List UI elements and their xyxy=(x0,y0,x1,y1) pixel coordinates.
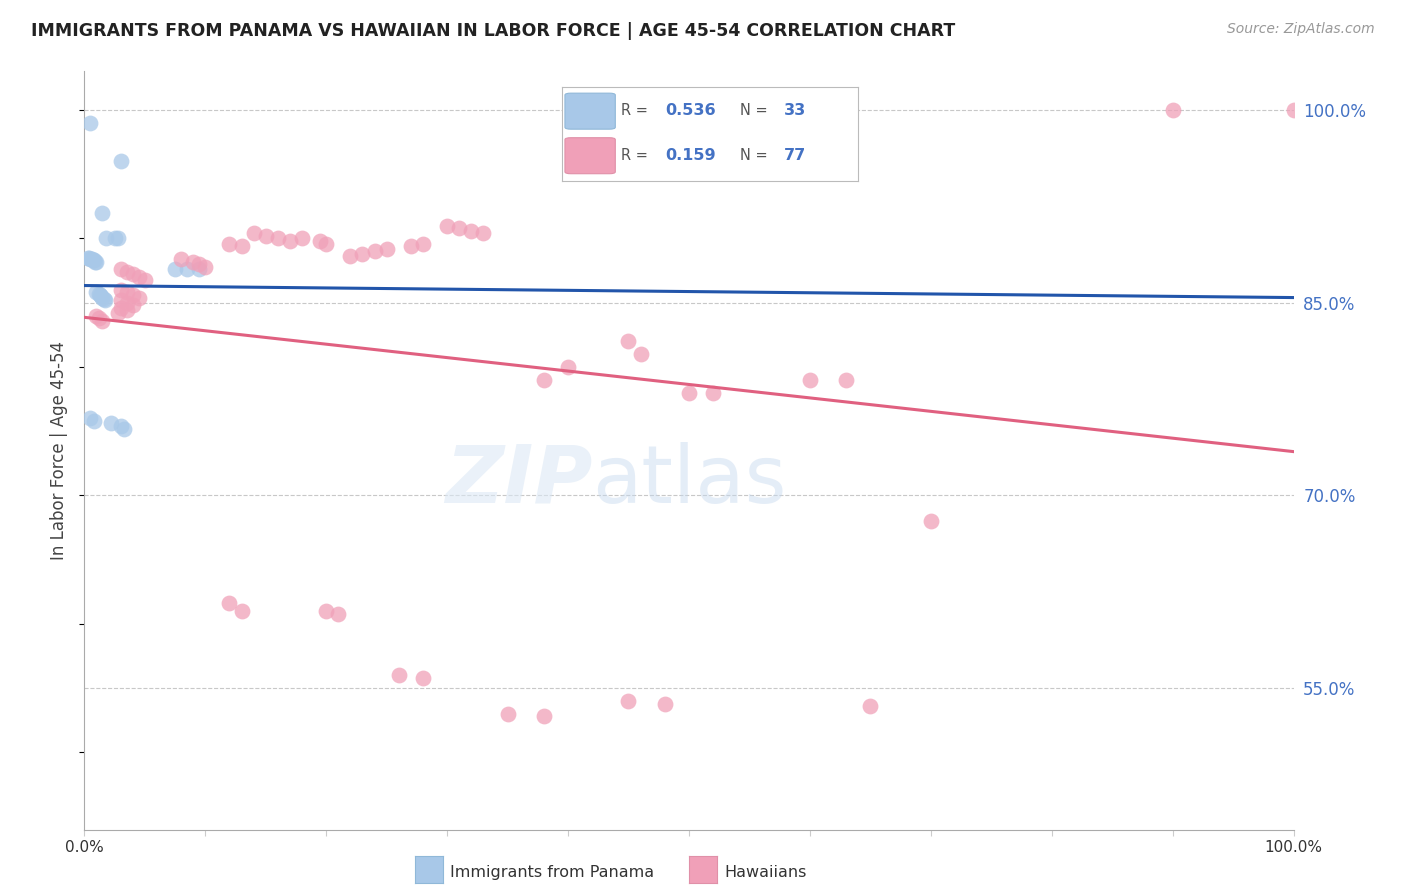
Point xyxy=(617,694,640,708)
Point xyxy=(94,231,117,245)
Point xyxy=(86,309,108,323)
Point xyxy=(472,227,495,241)
Point xyxy=(399,239,422,253)
Point xyxy=(80,252,103,266)
Point xyxy=(557,359,579,374)
Point xyxy=(920,514,942,528)
Text: Hawaiians: Hawaiians xyxy=(724,865,807,880)
Point xyxy=(309,234,332,248)
Point xyxy=(170,252,193,266)
Point xyxy=(315,604,337,618)
Point xyxy=(388,668,411,682)
Point xyxy=(188,262,211,277)
Point xyxy=(278,234,301,248)
Point xyxy=(104,231,127,245)
Point xyxy=(87,311,110,326)
Point xyxy=(110,283,132,297)
Point xyxy=(315,236,337,251)
Point xyxy=(630,347,652,361)
Point xyxy=(86,285,108,300)
Point xyxy=(412,671,434,685)
Point xyxy=(134,272,156,286)
Point xyxy=(82,253,104,268)
Point xyxy=(496,706,519,721)
Point xyxy=(83,414,105,428)
Point xyxy=(339,249,361,263)
Point xyxy=(112,422,135,436)
Point xyxy=(79,116,101,130)
Text: Source: ZipAtlas.com: Source: ZipAtlas.com xyxy=(1227,22,1375,37)
Point xyxy=(165,262,187,277)
Point xyxy=(1161,103,1184,117)
Point xyxy=(107,231,129,245)
Point xyxy=(218,236,240,251)
Point xyxy=(79,411,101,425)
Point xyxy=(835,373,858,387)
Point xyxy=(110,154,132,169)
Point xyxy=(79,252,101,266)
Point xyxy=(94,293,117,307)
Point xyxy=(449,221,471,235)
Point xyxy=(121,298,143,312)
Text: IMMIGRANTS FROM PANAMA VS HAWAIIAN IN LABOR FORCE | AGE 45-54 CORRELATION CHART: IMMIGRANTS FROM PANAMA VS HAWAIIAN IN LA… xyxy=(31,22,955,40)
Point xyxy=(412,236,434,251)
Point xyxy=(89,288,111,302)
Point xyxy=(702,385,724,400)
Point xyxy=(93,292,115,306)
Point xyxy=(194,260,217,274)
Point xyxy=(115,303,138,318)
Point xyxy=(533,709,555,723)
Point xyxy=(291,231,314,245)
Point xyxy=(115,285,138,300)
Point xyxy=(110,262,132,277)
Point xyxy=(254,228,277,243)
Point xyxy=(90,289,112,303)
Point xyxy=(363,244,385,259)
Point xyxy=(87,286,110,301)
Point xyxy=(121,268,143,282)
Point xyxy=(242,227,264,241)
Point xyxy=(678,385,700,400)
Y-axis label: In Labor Force | Age 45-54: In Labor Force | Age 45-54 xyxy=(51,341,69,560)
Point xyxy=(436,219,458,233)
Point xyxy=(859,699,882,714)
Text: ZIP: ZIP xyxy=(444,442,592,520)
Point xyxy=(110,293,132,307)
Point xyxy=(84,254,107,268)
Point xyxy=(115,295,138,310)
Point xyxy=(115,265,138,279)
Point xyxy=(128,291,150,305)
Point xyxy=(352,247,374,261)
Text: atlas: atlas xyxy=(592,442,786,520)
Point xyxy=(231,604,253,618)
Point xyxy=(1282,103,1305,117)
Point xyxy=(107,306,129,320)
Point xyxy=(799,373,821,387)
Point xyxy=(188,257,211,271)
Point xyxy=(77,251,100,265)
Point xyxy=(128,270,150,285)
Point xyxy=(83,253,105,268)
Point xyxy=(231,239,253,253)
Point xyxy=(86,254,108,268)
Point xyxy=(121,288,143,302)
Point xyxy=(110,419,132,434)
Text: Immigrants from Panama: Immigrants from Panama xyxy=(450,865,654,880)
Point xyxy=(100,417,122,431)
Point xyxy=(460,224,482,238)
Point xyxy=(110,301,132,315)
Point xyxy=(328,607,350,621)
Point xyxy=(617,334,640,349)
Point xyxy=(91,313,114,327)
Point xyxy=(176,262,198,277)
Point xyxy=(91,291,114,305)
Point xyxy=(77,251,100,265)
Point xyxy=(91,205,114,219)
Point xyxy=(181,254,204,268)
Point xyxy=(375,242,398,256)
Point xyxy=(654,697,676,711)
Point xyxy=(533,373,555,387)
Point xyxy=(218,596,240,610)
Point xyxy=(267,231,290,245)
